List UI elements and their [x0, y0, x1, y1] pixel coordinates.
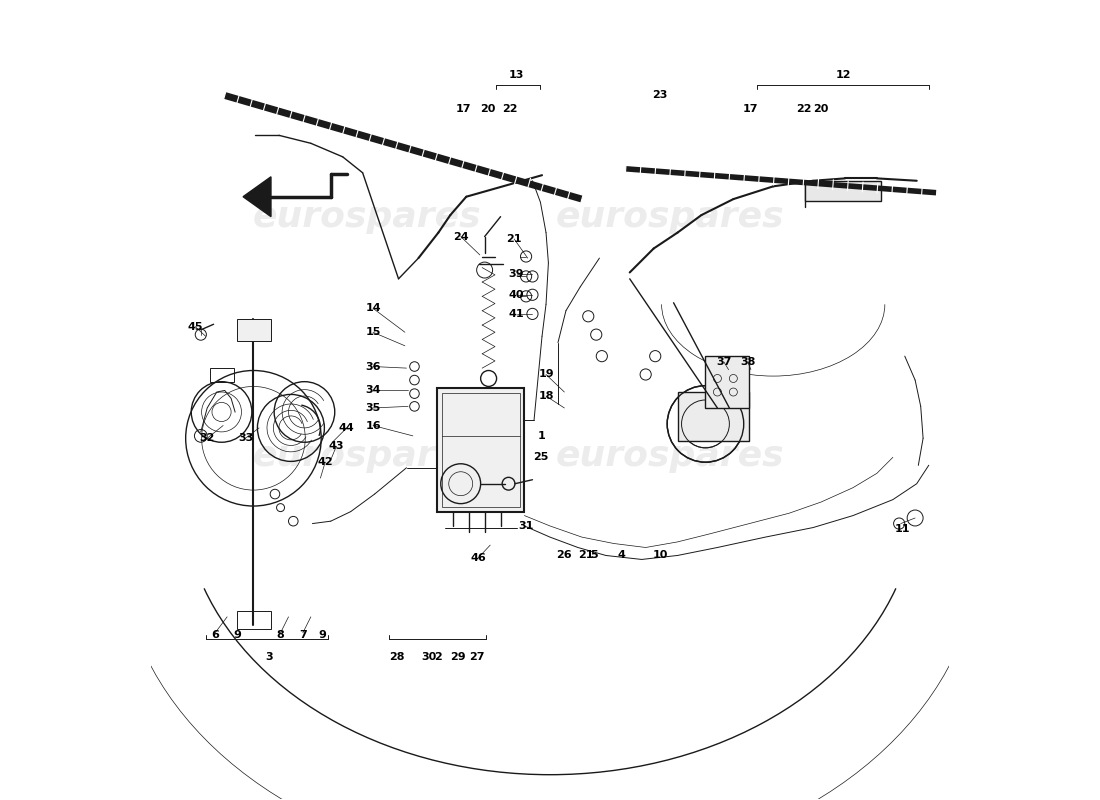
Text: 16: 16 — [365, 421, 381, 430]
Text: 17: 17 — [744, 104, 759, 114]
Text: 7: 7 — [299, 630, 307, 640]
Bar — [705, 356, 749, 408]
Bar — [238, 611, 271, 629]
Text: 8: 8 — [277, 630, 285, 640]
Text: 18: 18 — [538, 391, 553, 401]
Text: eurospares: eurospares — [252, 439, 481, 473]
Text: 23: 23 — [652, 90, 668, 101]
Text: 17: 17 — [456, 104, 472, 114]
Text: 13: 13 — [509, 70, 525, 80]
Text: 39: 39 — [509, 269, 525, 279]
Bar — [210, 368, 233, 382]
Text: 28: 28 — [389, 652, 405, 662]
Text: 32: 32 — [199, 434, 214, 443]
Text: 44: 44 — [339, 423, 354, 433]
Text: 26: 26 — [557, 550, 572, 561]
Text: 37: 37 — [716, 357, 732, 366]
Text: 43: 43 — [329, 442, 344, 451]
Text: eurospares: eurospares — [252, 200, 481, 234]
Text: 38: 38 — [740, 357, 756, 366]
Text: 45: 45 — [187, 322, 204, 332]
Text: 22: 22 — [503, 104, 518, 114]
Text: 21: 21 — [506, 234, 521, 244]
Bar — [805, 181, 881, 201]
Text: eurospares: eurospares — [556, 439, 784, 473]
Text: 29: 29 — [451, 652, 466, 662]
Text: 2: 2 — [434, 652, 442, 662]
Text: 33: 33 — [238, 434, 253, 443]
Polygon shape — [243, 177, 271, 217]
Text: 5: 5 — [590, 550, 597, 561]
Text: 14: 14 — [365, 303, 381, 314]
Text: 36: 36 — [365, 362, 381, 371]
Text: 27: 27 — [469, 652, 484, 662]
Text: 35: 35 — [365, 403, 381, 413]
Text: 10: 10 — [652, 550, 668, 561]
Text: eurospares: eurospares — [556, 200, 784, 234]
Text: 46: 46 — [471, 553, 486, 563]
Text: 20: 20 — [480, 104, 495, 114]
Text: 41: 41 — [508, 309, 525, 319]
Text: 15: 15 — [365, 327, 381, 338]
Text: 34: 34 — [365, 386, 381, 395]
Text: 11: 11 — [894, 524, 910, 534]
Text: 25: 25 — [532, 452, 548, 462]
Text: 12: 12 — [836, 70, 851, 80]
Bar — [238, 318, 271, 341]
Bar — [678, 392, 749, 442]
Text: 20: 20 — [813, 104, 828, 114]
Text: 31: 31 — [518, 521, 534, 531]
Text: 6: 6 — [211, 630, 219, 640]
Text: 9: 9 — [319, 630, 327, 640]
Text: 30: 30 — [421, 652, 437, 662]
Text: 22: 22 — [795, 104, 812, 114]
Text: 3: 3 — [265, 652, 273, 662]
Bar — [437, 388, 525, 512]
Text: 40: 40 — [509, 290, 525, 300]
Text: 1: 1 — [538, 431, 546, 441]
Text: 21: 21 — [579, 550, 594, 561]
Text: 9: 9 — [233, 630, 241, 640]
Text: 24: 24 — [453, 231, 469, 242]
Text: 19: 19 — [538, 370, 553, 379]
Text: 4: 4 — [618, 550, 626, 561]
Text: 42: 42 — [318, 457, 333, 467]
Bar — [441, 393, 519, 507]
